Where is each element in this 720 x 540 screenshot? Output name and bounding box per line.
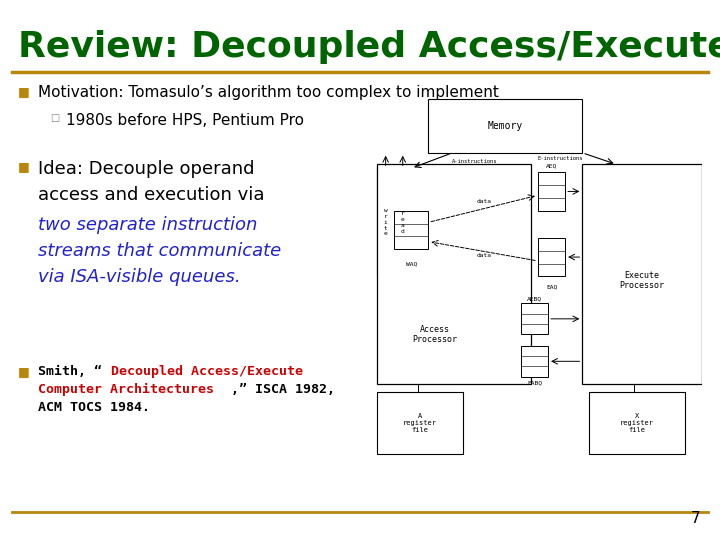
Bar: [377, 168, 395, 276]
Bar: [538, 238, 565, 276]
Text: two separate instruction: two separate instruction: [38, 216, 257, 234]
Text: Idea: Decouple operand: Idea: Decouple operand: [38, 160, 254, 178]
Text: Access
Processor: Access Processor: [413, 325, 458, 344]
Text: Smith, “: Smith, “: [38, 365, 102, 378]
Text: AEQ: AEQ: [546, 163, 557, 168]
Text: Memory: Memory: [487, 121, 523, 131]
Text: X
register
file: X register file: [620, 413, 654, 433]
Text: E-instructions: E-instructions: [538, 156, 583, 160]
Text: data: data: [477, 199, 491, 204]
Text: AEBQ: AEBQ: [527, 296, 542, 301]
Text: w
r
i
t
e: w r i t e: [384, 208, 387, 237]
Bar: [521, 303, 548, 334]
Bar: [582, 164, 702, 384]
Text: A-instructions: A-instructions: [452, 159, 498, 164]
Bar: [395, 211, 428, 249]
Text: streams that communicate: streams that communicate: [38, 242, 282, 260]
Text: EAQ: EAQ: [546, 284, 557, 289]
Text: 1980s before HPS, Pentium Pro: 1980s before HPS, Pentium Pro: [66, 113, 304, 128]
Text: r
e
a
d: r e a d: [401, 211, 405, 233]
Text: data: data: [477, 253, 491, 258]
Text: Decoupled Access/Execute: Decoupled Access/Execute: [111, 365, 303, 378]
Text: 7: 7: [690, 511, 700, 526]
Text: Motivation: Tomasulo’s algorithm too complex to implement: Motivation: Tomasulo’s algorithm too com…: [38, 85, 499, 100]
Text: ■: ■: [18, 365, 30, 378]
Text: ACM TOCS 1984.: ACM TOCS 1984.: [38, 401, 150, 414]
Bar: [377, 392, 463, 454]
Bar: [395, 168, 411, 276]
Text: A
register
file: A register file: [403, 413, 437, 433]
Bar: [377, 164, 531, 384]
Bar: [538, 172, 565, 211]
Bar: [428, 99, 582, 153]
Text: WAQ: WAQ: [405, 261, 417, 266]
Text: □: □: [50, 113, 59, 123]
Text: via ISA-visible queues.: via ISA-visible queues.: [38, 268, 240, 286]
Text: ■: ■: [18, 160, 30, 173]
Text: Computer Architectures: Computer Architectures: [38, 383, 214, 396]
Text: access and execution via: access and execution via: [38, 186, 264, 204]
Bar: [521, 346, 548, 377]
Text: ,” ISCA 1982,: ,” ISCA 1982,: [231, 383, 335, 396]
Text: Execute
Processor: Execute Processor: [620, 271, 665, 290]
Text: ■: ■: [18, 85, 30, 98]
Text: EABQ: EABQ: [527, 381, 542, 386]
Text: Review: Decoupled Access/Execute: Review: Decoupled Access/Execute: [18, 30, 720, 64]
Bar: [589, 392, 685, 454]
